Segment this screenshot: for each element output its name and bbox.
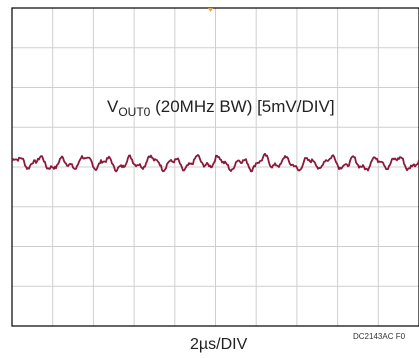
plot-grid: [12, 8, 419, 326]
plot-frame: [11, 7, 419, 327]
trace-vout0: [11, 152, 419, 173]
x-axis-label: 2µs/DIV: [190, 336, 248, 353]
trigger-marker: [208, 8, 213, 12]
figure-id: DC2143AC F0: [353, 332, 406, 341]
trace-label: VOUT0 (20MHz BW) [5mV/DIV]: [107, 97, 335, 119]
